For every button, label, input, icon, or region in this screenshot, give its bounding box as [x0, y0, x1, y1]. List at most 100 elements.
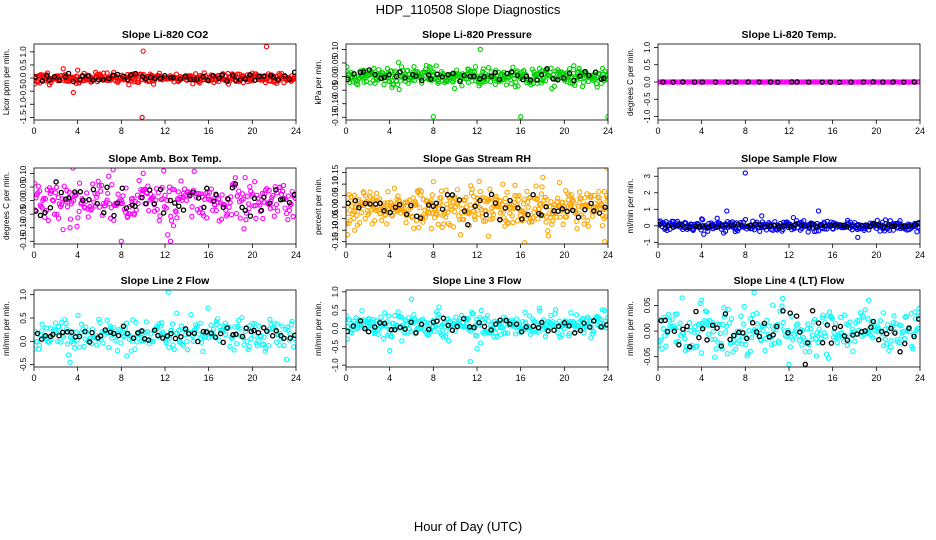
data-point	[452, 328, 458, 334]
reference-point	[229, 184, 236, 191]
reference-point	[42, 209, 48, 216]
data-point	[64, 341, 71, 347]
data-point	[171, 346, 177, 352]
data-point	[677, 320, 683, 326]
series-points	[346, 168, 608, 244]
x-tick-label: 8	[431, 373, 436, 383]
data-point	[552, 311, 558, 317]
y-axis-label: kPa per min.	[314, 60, 323, 105]
data-point	[536, 305, 543, 311]
data-point	[178, 178, 184, 184]
data-point	[570, 198, 576, 205]
reference-point	[100, 77, 106, 83]
reference-point	[911, 333, 917, 340]
reference-point	[168, 330, 174, 337]
data-point	[205, 305, 211, 311]
x-tick-label: 16	[828, 250, 838, 260]
data-point	[170, 223, 177, 229]
data-point	[448, 206, 455, 212]
reference-point	[591, 208, 597, 214]
data-point	[359, 308, 365, 314]
reference-point	[180, 207, 187, 213]
data-point	[245, 346, 251, 353]
data-point	[273, 339, 280, 345]
data-point	[850, 348, 856, 354]
data-point	[762, 347, 768, 354]
data-point	[742, 216, 749, 223]
x-tick-label: 24	[603, 250, 613, 260]
data-point	[670, 323, 677, 329]
data-point	[779, 295, 786, 302]
reference-point	[802, 361, 809, 367]
data-point	[520, 201, 527, 207]
data-point	[415, 224, 422, 231]
x-tick-label: 4	[75, 373, 80, 383]
data-point	[232, 175, 238, 181]
x-tick-label: 24	[291, 126, 301, 136]
outlier-point	[599, 222, 606, 229]
y-tick-label: 0.5	[19, 312, 28, 324]
series-points	[346, 46, 608, 120]
x-tick-label: 24	[603, 373, 613, 383]
data-point	[191, 168, 197, 174]
reference-point	[844, 337, 851, 343]
data-point	[591, 328, 597, 335]
data-point	[290, 213, 296, 220]
data-point	[694, 343, 700, 349]
data-point	[770, 302, 776, 308]
data-point	[503, 82, 509, 88]
reference-point	[351, 71, 357, 77]
data-point	[601, 308, 608, 314]
data-point	[411, 225, 417, 231]
y-tick-label: 0.10	[331, 176, 340, 192]
reference-point	[77, 189, 84, 195]
reference-point	[739, 222, 745, 229]
data-point	[109, 335, 115, 341]
data-point	[559, 332, 565, 338]
reference-point	[260, 325, 267, 331]
reference-point	[806, 225, 812, 231]
data-point	[665, 311, 672, 318]
data-point	[75, 67, 81, 73]
reference-point	[492, 69, 498, 76]
data-point	[502, 330, 508, 336]
data-point	[156, 217, 162, 224]
data-point	[890, 320, 897, 326]
data-point	[96, 183, 102, 189]
reference-point	[592, 69, 599, 75]
reference-point	[239, 204, 245, 211]
data-point	[533, 183, 539, 189]
data-point	[856, 317, 863, 324]
reference-point	[875, 337, 882, 343]
data-point	[49, 197, 56, 203]
data-point	[57, 339, 64, 345]
data-point	[346, 210, 351, 217]
data-point	[545, 233, 552, 239]
data-point	[571, 63, 577, 69]
reference-point	[878, 328, 885, 335]
reference-point	[513, 321, 520, 327]
data-point	[369, 71, 375, 78]
data-point	[537, 308, 543, 314]
data-point	[568, 191, 575, 198]
reference-point	[488, 73, 495, 79]
reference-point	[386, 72, 392, 78]
reference-point	[598, 324, 604, 330]
data-point	[724, 351, 731, 357]
data-point	[912, 309, 918, 315]
data-point	[208, 322, 214, 328]
data-point	[661, 314, 667, 321]
data-point	[214, 316, 221, 322]
y-tick-label: -0.5	[19, 84, 28, 98]
reference-point	[195, 338, 201, 345]
reference-point	[281, 335, 287, 341]
x-tick-label: 0	[343, 373, 348, 383]
data-point	[367, 80, 373, 86]
data-point	[411, 78, 418, 84]
data-point	[97, 188, 104, 194]
reference-point	[824, 322, 831, 328]
data-point	[443, 328, 449, 334]
reference-point	[378, 75, 384, 82]
data-point	[433, 63, 439, 69]
data-point	[561, 325, 567, 332]
